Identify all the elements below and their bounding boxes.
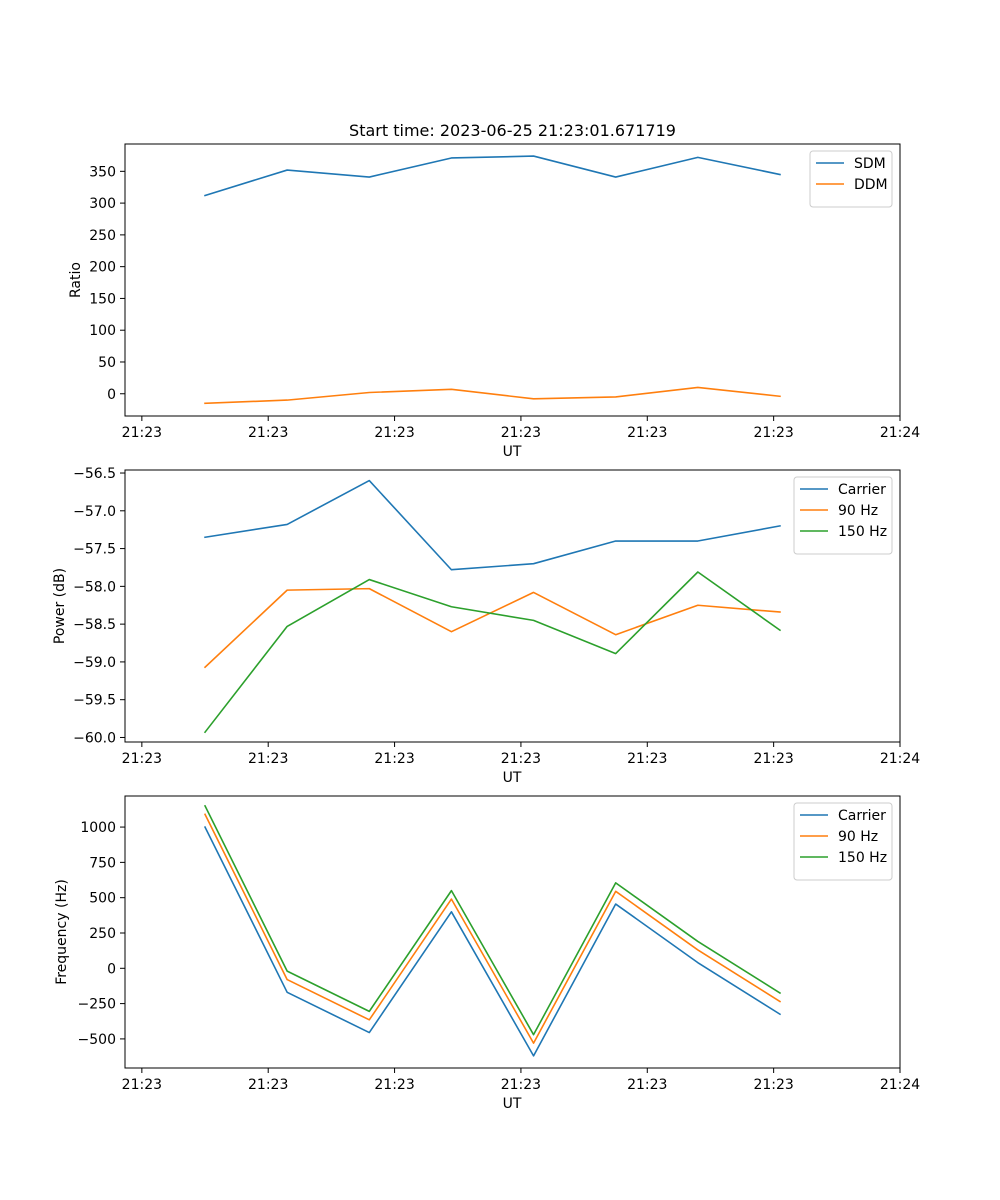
figure-title: Start time: 2023-06-25 21:23:01.671719 <box>349 121 676 140</box>
x-tick-label: 21:23 <box>122 751 162 767</box>
x-tick-label: 21:23 <box>753 1077 793 1093</box>
legend-box <box>793 476 893 555</box>
legend: Carrier 90 Hz 150 Hz <box>793 476 893 555</box>
y-tick-label: −56.5 <box>73 466 116 482</box>
y-tick-label: 200 <box>89 260 116 276</box>
legend: Carrier 90 Hz 150 Hz <box>793 802 893 881</box>
y-tick-label: −58.0 <box>73 579 116 595</box>
x-tick-label: 21:23 <box>122 425 162 441</box>
y-tick-label: 750 <box>89 855 116 871</box>
axes-frame <box>124 143 901 417</box>
y-tick-label: −58.5 <box>73 617 116 633</box>
series-line-150-hz <box>203 804 782 1036</box>
x-tick-label: 21:23 <box>248 1077 288 1093</box>
axes-frame <box>124 469 901 743</box>
y-axis-label: Power (dB) <box>52 568 68 644</box>
x-tick-label: 21:23 <box>248 751 288 767</box>
x-tick-label: 21:24 <box>880 1077 920 1093</box>
y-tick-label: 150 <box>89 291 116 307</box>
y-tick-label: −59.0 <box>73 655 116 671</box>
panel-2: 21:23 21:23 21:23 21:23 21:23 21:23 21:24 −60.0… <box>52 466 920 786</box>
legend-label: 150 Hz <box>838 850 887 866</box>
y-tick-label: −59.5 <box>73 693 116 709</box>
x-tick-label: 21:23 <box>501 1077 541 1093</box>
x-tick-label: 21:23 <box>753 425 793 441</box>
y-tick-label: 0 <box>107 387 116 403</box>
legend-label: 90 Hz <box>838 829 878 845</box>
series-line-sdm <box>204 155 781 197</box>
x-tick-label: 21:23 <box>501 751 541 767</box>
legend-label: Carrier <box>838 482 886 498</box>
series-line-150-hz <box>203 571 782 734</box>
y-tick-label: 100 <box>89 323 116 339</box>
y-tick-label: 250 <box>89 926 116 942</box>
x-axis-label: UT <box>503 770 522 786</box>
panels: 21:23 21:23 21:23 21:23 21:23 21:23 21:24 0 50 10… <box>52 143 920 1112</box>
x-tick-label: 21:23 <box>627 751 667 767</box>
y-tick-label: −57.5 <box>73 542 116 558</box>
y-tick-label: 1000 <box>80 820 116 836</box>
y-tick-label: −57.0 <box>73 504 116 520</box>
x-tick-label: 21:23 <box>374 425 414 441</box>
y-tick-label: −250 <box>78 997 116 1013</box>
x-tick-label: 21:23 <box>248 425 288 441</box>
y-tick-label: 0 <box>107 961 116 977</box>
legend-box <box>793 802 893 881</box>
legend-box <box>809 150 893 208</box>
panel-1: 21:23 21:23 21:23 21:23 21:23 21:23 21:24 0 50 10… <box>68 143 920 460</box>
x-axis-label: UT <box>503 444 522 460</box>
x-tick-label: 21:23 <box>627 1077 667 1093</box>
x-axis-label: UT <box>503 1096 522 1112</box>
series-line-ddm <box>204 386 781 405</box>
legend-label: DDM <box>854 177 888 193</box>
legend-label: 150 Hz <box>838 524 887 540</box>
x-tick-label: 21:23 <box>501 425 541 441</box>
x-tick-label: 21:24 <box>880 425 920 441</box>
y-tick-label: 300 <box>89 196 116 212</box>
panel-3: 21:23 21:23 21:23 21:23 21:23 21:23 21:24 −500 −… <box>54 795 920 1112</box>
series-line-90-hz <box>203 587 781 669</box>
legend-label: Carrier <box>838 808 886 824</box>
x-tick-label: 21:23 <box>122 1077 162 1093</box>
y-tick-label: 250 <box>89 228 116 244</box>
legend-label: 90 Hz <box>838 503 878 519</box>
y-axis-label: Ratio <box>68 262 84 298</box>
y-tick-label: 350 <box>89 164 116 180</box>
series-line-carrier <box>204 479 781 571</box>
y-tick-label: −60.0 <box>73 730 116 746</box>
y-axis-label: Frequency (Hz) <box>54 879 70 985</box>
x-tick-label: 21:23 <box>753 751 793 767</box>
axes-frame <box>124 795 901 1069</box>
series-line-90-hz <box>203 813 782 1044</box>
series-line-carrier <box>203 825 782 1057</box>
legend: SDM DDM <box>809 150 893 208</box>
y-tick-label: 500 <box>89 891 116 907</box>
x-tick-label: 21:24 <box>880 751 920 767</box>
legend-label: SDM <box>854 156 886 172</box>
y-tick-label: 50 <box>98 355 116 371</box>
x-tick-label: 21:23 <box>374 1077 414 1093</box>
x-tick-label: 21:23 <box>374 751 414 767</box>
x-tick-label: 21:23 <box>627 425 667 441</box>
y-tick-label: −500 <box>78 1032 116 1048</box>
